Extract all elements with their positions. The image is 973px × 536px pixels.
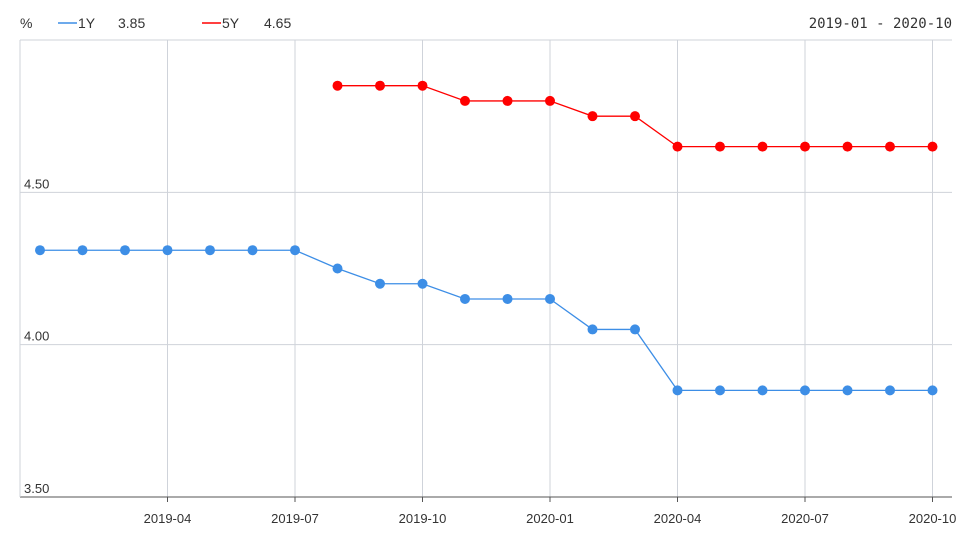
data-point[interactable] xyxy=(460,293,470,304)
x-tick-label: 2020-07 xyxy=(781,511,829,526)
series-line xyxy=(40,249,933,392)
data-point[interactable] xyxy=(715,385,725,396)
data-point[interactable] xyxy=(417,80,428,91)
data-point[interactable] xyxy=(502,95,513,106)
series-1y xyxy=(35,245,938,396)
data-point[interactable] xyxy=(332,263,343,274)
x-tick-label: 2020-10 xyxy=(909,511,957,526)
chart-axes xyxy=(19,39,952,502)
data-point[interactable] xyxy=(842,385,853,396)
x-tick-label: 2019-07 xyxy=(271,511,319,526)
x-tick-label: 2020-01 xyxy=(526,511,574,526)
date-range-label: 2019-01 - 2020-10 xyxy=(809,16,952,32)
data-point[interactable] xyxy=(630,111,640,122)
data-point[interactable] xyxy=(460,95,470,106)
legend-1y-name: 1Y xyxy=(78,15,96,31)
y-unit-label: % xyxy=(20,15,32,31)
data-point[interactable] xyxy=(290,245,300,256)
data-point[interactable] xyxy=(247,245,258,256)
data-point[interactable] xyxy=(842,141,853,152)
chart-grid xyxy=(20,40,952,498)
data-point[interactable] xyxy=(545,95,555,106)
data-point[interactable] xyxy=(672,385,683,396)
x-tick-label: 2019-10 xyxy=(399,511,447,526)
data-point[interactable] xyxy=(757,141,768,152)
series-5y xyxy=(332,80,938,152)
data-point[interactable] xyxy=(332,80,343,91)
data-point[interactable] xyxy=(672,141,683,152)
data-point[interactable] xyxy=(545,293,555,304)
data-point[interactable] xyxy=(715,141,725,152)
data-point[interactable] xyxy=(417,278,428,289)
data-point[interactable] xyxy=(77,245,88,256)
y-tick-label: 3.50 xyxy=(24,481,49,496)
data-point[interactable] xyxy=(757,385,768,396)
legend-1y-value: 3.85 xyxy=(118,15,145,31)
data-point[interactable] xyxy=(885,141,895,152)
data-point[interactable] xyxy=(885,385,895,396)
y-tick-label: 4.00 xyxy=(24,329,49,344)
data-point[interactable] xyxy=(162,245,173,256)
data-point[interactable] xyxy=(630,324,640,335)
legend-5y-value: 4.65 xyxy=(264,15,291,31)
legend-5y[interactable]: 5Y 4.65 xyxy=(202,15,291,31)
data-point[interactable] xyxy=(800,141,810,152)
data-point[interactable] xyxy=(375,278,385,289)
legend-1y[interactable]: 1Y 3.85 xyxy=(58,15,145,31)
data-point[interactable] xyxy=(375,80,385,91)
legend-5y-name: 5Y xyxy=(222,15,240,31)
x-tick-label: 2020-04 xyxy=(654,511,702,526)
y-tick-label: 4.50 xyxy=(24,176,49,191)
data-point[interactable] xyxy=(35,245,45,256)
data-point[interactable] xyxy=(927,141,938,152)
data-point[interactable] xyxy=(120,245,130,256)
data-point[interactable] xyxy=(587,111,598,122)
data-point[interactable] xyxy=(502,293,513,304)
data-point[interactable] xyxy=(587,324,598,335)
data-point[interactable] xyxy=(205,245,215,256)
x-tick-label: 2019-04 xyxy=(144,511,192,526)
data-point[interactable] xyxy=(927,385,938,396)
data-point[interactable] xyxy=(800,385,810,396)
y-axis-tick-labels: 3.50 4.00 4.50 xyxy=(24,176,49,496)
x-axis-tick-labels: 2019-04 2019-07 2019-10 2020-01 2020-04 2020-… xyxy=(144,511,957,526)
series-layer xyxy=(35,80,938,396)
